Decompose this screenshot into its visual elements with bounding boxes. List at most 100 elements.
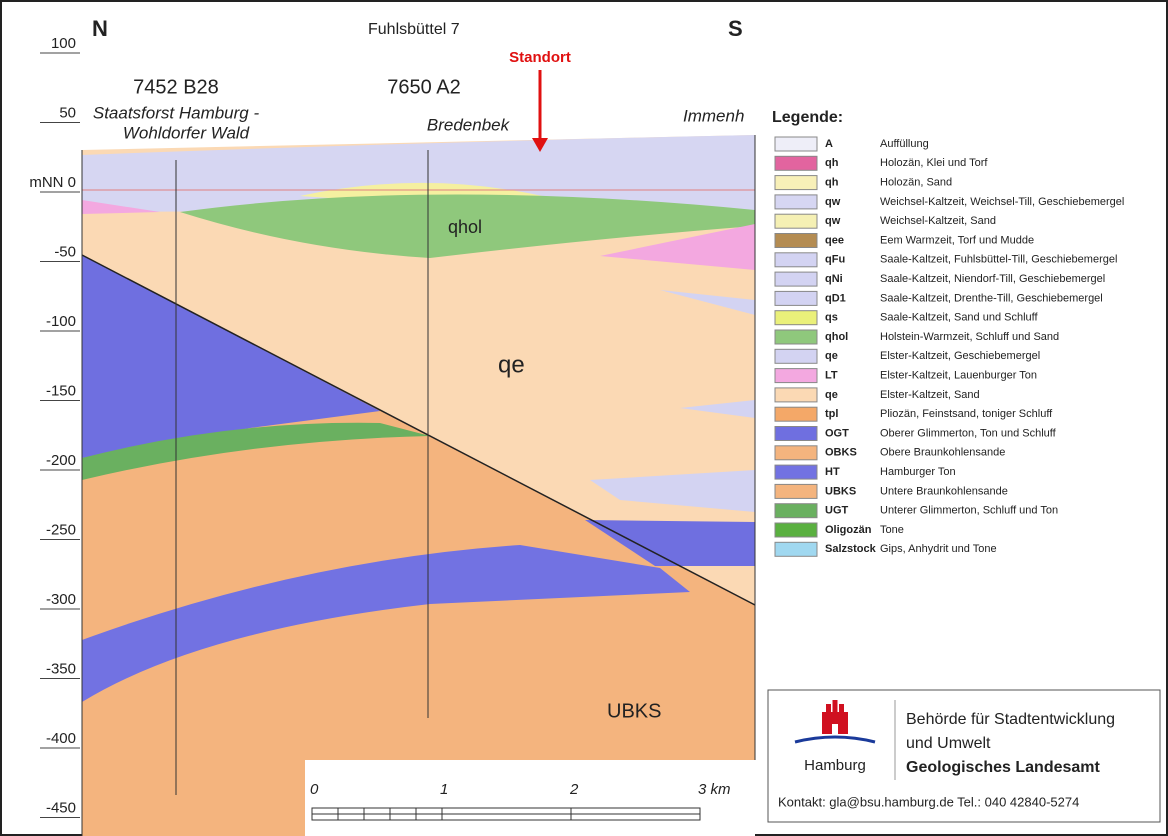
agency-contact: Kontakt: gla@bsu.hamburg.de Tel.: 040 42… <box>778 794 1079 809</box>
legend-swatch <box>774 426 818 441</box>
south: S <box>728 16 743 41</box>
scale-label: 2 <box>569 781 579 798</box>
legend-swatch <box>774 348 818 364</box>
scale-bar <box>311 807 701 821</box>
legend-desc: Holstein-Warmzeit, Schluff und Sand <box>880 331 1059 343</box>
layer-qe-sand <box>82 135 755 605</box>
legend-code: UGT <box>825 505 849 517</box>
legend-swatch <box>774 406 818 422</box>
legend-desc: Tone <box>880 524 904 536</box>
borehole-name: Wohldorfer Wald <box>123 123 250 142</box>
legend-swatch <box>774 329 818 345</box>
legend-code: LT <box>825 370 838 382</box>
legend-desc: Weichsel-Kaltzeit, Weichsel-Till, Geschi… <box>880 196 1124 208</box>
depth-label: -50 <box>54 243 76 260</box>
layer-qw <box>82 135 755 212</box>
legend-desc: Eem Warmzeit, Torf und Mudde <box>880 234 1034 246</box>
legend-swatch <box>774 233 818 248</box>
layer-lt <box>600 224 755 270</box>
legend-desc: Auffüllung <box>880 138 929 150</box>
depth-axis: 100 50 mNN 0 -50 -100 -150 -200 -250 -300 -350 -40… <box>29 35 80 818</box>
legend-desc: Weichsel-Kaltzeit, Sand <box>880 215 996 227</box>
lens <box>680 400 755 418</box>
borehole-id: 7650 A2 <box>387 76 460 98</box>
legend-code: qw <box>825 196 841 208</box>
depth-label: -450 <box>46 799 76 816</box>
legend-code: qe <box>825 389 838 401</box>
depth-label: 50 <box>59 104 76 121</box>
legend-swatch <box>774 155 818 171</box>
legend-code: qh <box>825 157 839 169</box>
depth-label: -100 <box>46 313 76 330</box>
legend-title: Legende: <box>772 109 843 126</box>
legend-swatch <box>774 541 818 557</box>
legend-code: OGT <box>825 427 849 439</box>
legend-swatch <box>774 522 818 538</box>
legend-code: qhol <box>825 331 848 343</box>
north: N <box>92 16 108 41</box>
legend-desc: Holozän, Klei und Torf <box>880 157 988 169</box>
legend-desc: Saale-Kaltzeit, Drenthe-Till, Geschiebem… <box>880 292 1103 304</box>
legend-code: A <box>825 138 833 150</box>
site: Standort <box>509 49 571 66</box>
unit-label: UBKS <box>607 700 661 722</box>
legend-code: qw <box>825 215 841 227</box>
scale-label: 1 <box>440 781 448 798</box>
agency-line: Behörde für Stadtentwicklung <box>906 711 1115 728</box>
legend: A Auffüllung qh Holozän, Klei und Torf qh Hol… <box>774 136 1124 557</box>
layer-qhol-lower <box>82 422 430 480</box>
legend-desc: Pliozän, Feinstsand, toniger Schluff <box>880 408 1053 420</box>
legend-desc: Elster-Kaltzeit, Sand <box>880 389 980 401</box>
agency-city: Hamburg <box>804 757 866 774</box>
scale-label: 3 km <box>698 781 731 798</box>
emblem <box>794 700 876 744</box>
legend-code: qh <box>825 177 839 189</box>
legend-swatch <box>774 445 818 461</box>
depth-label: mNN 0 <box>29 174 76 191</box>
depth-label: -250 <box>46 521 76 538</box>
legend-swatch <box>774 271 818 287</box>
legend-desc: Obere Braunkohlensande <box>880 447 1005 459</box>
legend-swatch <box>774 368 818 384</box>
agency-line: Geologisches Landesamt <box>906 759 1101 776</box>
legend-code: OBKS <box>825 447 857 459</box>
depth-label: -150 <box>46 382 76 399</box>
legend-swatch <box>774 310 818 326</box>
legend-code: Oligozän <box>825 524 872 536</box>
legend-swatch <box>774 464 818 480</box>
legend-swatch <box>774 175 818 191</box>
unit-label: qhol <box>448 217 482 237</box>
site-arrow-head <box>532 138 548 152</box>
legend-code: qNi <box>825 273 843 285</box>
legend-swatch <box>774 252 818 268</box>
section-name: Fuhlsbüttel 7 <box>368 21 460 38</box>
legend-code: UBKS <box>825 485 856 497</box>
borehole-name: Bredenbek <box>427 115 511 134</box>
legend-code: Salzstock <box>825 543 877 555</box>
scale-box <box>305 760 755 836</box>
layer-ogt <box>82 255 380 458</box>
lens <box>660 290 755 315</box>
legend-swatch <box>774 136 818 152</box>
legend-swatch <box>774 503 818 519</box>
depth-label: -200 <box>46 452 76 469</box>
legend-desc: Saale-Kaltzeit, Fuhlsbüttel-Till, Geschi… <box>880 254 1117 266</box>
agency-line: und Umwelt <box>906 735 991 752</box>
legend-code: qee <box>825 234 844 246</box>
legend-desc: Elster-Kaltzeit, Lauenburger Ton <box>880 370 1037 382</box>
unit-label: qe <box>498 351 525 378</box>
edge-label: Immenh <box>683 106 744 125</box>
legend-swatch <box>774 213 818 229</box>
depth-label: 100 <box>51 35 76 52</box>
fault-line <box>81 254 756 606</box>
layer-qhol <box>180 194 755 258</box>
legend-desc: Saale-Kaltzeit, Niendorf-Till, Geschiebe… <box>880 273 1105 285</box>
layer-lt-left <box>82 200 160 214</box>
legend-desc: Unterer Glimmerton, Schluff und Ton <box>880 505 1058 517</box>
legend-desc: Hamburger Ton <box>880 466 956 478</box>
lens <box>590 470 755 512</box>
depth-label: -300 <box>46 591 76 608</box>
layer-ogt-right <box>585 520 755 566</box>
legend-swatch <box>774 194 818 210</box>
